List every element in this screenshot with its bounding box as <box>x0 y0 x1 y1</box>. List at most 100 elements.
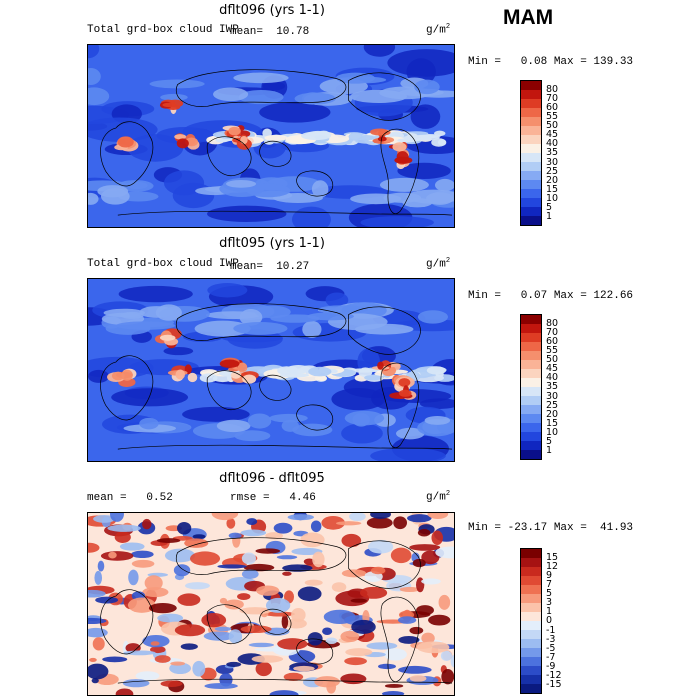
contour-patch <box>177 593 201 606</box>
contour-patch <box>175 369 186 380</box>
colorbar-swatch <box>521 207 541 216</box>
contour-patch <box>354 323 414 335</box>
panel-1-map <box>87 44 455 228</box>
colorbar-swatch <box>521 666 541 675</box>
coastline <box>175 537 347 575</box>
coastline <box>348 72 421 121</box>
colorbar-swatch <box>521 594 541 603</box>
contour-patch <box>286 365 311 374</box>
contour-patch <box>276 555 298 560</box>
contour-patch <box>92 637 105 651</box>
panel-1-unit: g/m2 <box>426 23 451 37</box>
panel-1-field-label: Total grd-box cloud IWP <box>87 24 239 36</box>
colorbar-swatch <box>521 189 541 198</box>
coastline <box>259 140 292 167</box>
contour-patch <box>302 320 322 338</box>
contour-patch <box>174 134 187 140</box>
contour-patch <box>240 529 267 537</box>
coastline <box>380 128 420 214</box>
colorbar-tick-label: 25 <box>546 165 559 177</box>
contour-patch <box>310 520 322 533</box>
contour-patch <box>434 178 454 192</box>
contour-patch <box>304 579 323 586</box>
contour-patch <box>91 678 99 684</box>
coastline <box>206 604 252 644</box>
colorbar-swatch <box>521 576 541 585</box>
colorbar-swatch <box>521 162 541 171</box>
coastline <box>117 210 453 216</box>
contour-patch <box>440 650 453 662</box>
colorbar-swatch <box>521 414 541 423</box>
contour-patch <box>121 369 133 381</box>
colorbar-tick-label: 45 <box>546 129 559 141</box>
contour-patch <box>358 367 373 378</box>
colorbar-tick-label: 55 <box>546 344 559 356</box>
contour-patch <box>395 427 425 440</box>
colorbar-swatch <box>521 639 541 648</box>
contour-patch <box>148 603 177 614</box>
contour-patch <box>398 378 411 387</box>
colorbar-tick-label: 60 <box>546 101 559 113</box>
contour-patch <box>247 413 272 429</box>
contour-patch <box>340 673 367 685</box>
contour-patch <box>341 533 362 548</box>
contour-patch <box>128 569 139 586</box>
colorbar-swatch <box>521 684 541 693</box>
contour-patch <box>265 597 291 613</box>
contour-patch <box>377 361 384 370</box>
contour-patch <box>421 550 440 565</box>
coastline <box>175 303 347 341</box>
contour-patch <box>293 665 315 672</box>
contour-patch <box>366 642 398 650</box>
contour-patch <box>410 104 441 129</box>
contour-patch <box>162 102 177 108</box>
contour-patch <box>241 569 259 579</box>
contour-patch <box>238 130 251 138</box>
contour-patch <box>111 388 189 407</box>
contour-patch <box>201 613 227 628</box>
contour-patch <box>217 564 247 569</box>
contour-patch <box>282 571 292 576</box>
colorbar-tick-label: 15 <box>546 417 559 429</box>
contour-patch <box>100 188 130 205</box>
contour-patch <box>163 346 194 356</box>
contour-patch <box>114 531 131 543</box>
contour-patch <box>233 321 288 335</box>
contour-patch <box>416 641 450 654</box>
contour-patch <box>416 605 434 616</box>
contour-patch <box>410 134 440 141</box>
contour-patch <box>397 162 451 179</box>
panel-3-unit: g/m2 <box>426 490 451 504</box>
contour-patch <box>409 675 427 682</box>
colorbar-swatch <box>521 567 541 576</box>
coastline <box>296 170 334 197</box>
panel-2-minmax: Min = 0.07 Max = 122.66 <box>468 290 634 302</box>
panel-3-rmse: rmse = 4.46 <box>230 492 316 504</box>
colorbar-swatch <box>521 549 541 558</box>
contour-patch <box>107 524 141 532</box>
coastline <box>117 444 453 450</box>
contour-patch <box>123 650 156 656</box>
contour-patch <box>154 655 171 663</box>
contour-patch <box>150 646 166 654</box>
contour-patch <box>226 518 236 529</box>
contour-patch <box>345 648 373 657</box>
colorbar-swatch <box>521 378 541 387</box>
contour-patch <box>390 547 412 564</box>
colorbar-tick-label: 10 <box>546 427 559 439</box>
colorbar-swatch <box>521 351 541 360</box>
coastline <box>259 374 292 401</box>
contour-patch <box>174 624 206 637</box>
panel-3-mean: mean = 0.52 <box>87 492 173 504</box>
colorbar-tick-label: 40 <box>546 372 559 384</box>
panel-1-title: dflt096 (yrs 1-1) <box>219 3 325 18</box>
contour-patch <box>433 130 446 137</box>
colorbar-tick-label: -5 <box>546 642 556 654</box>
contour-patch <box>311 180 329 198</box>
colorbar-swatch <box>521 198 541 207</box>
contour-patch <box>239 309 263 326</box>
contour-patch <box>377 136 387 142</box>
contour-patch <box>325 637 338 645</box>
contour-patch <box>131 550 154 559</box>
contour-patch <box>110 513 124 522</box>
